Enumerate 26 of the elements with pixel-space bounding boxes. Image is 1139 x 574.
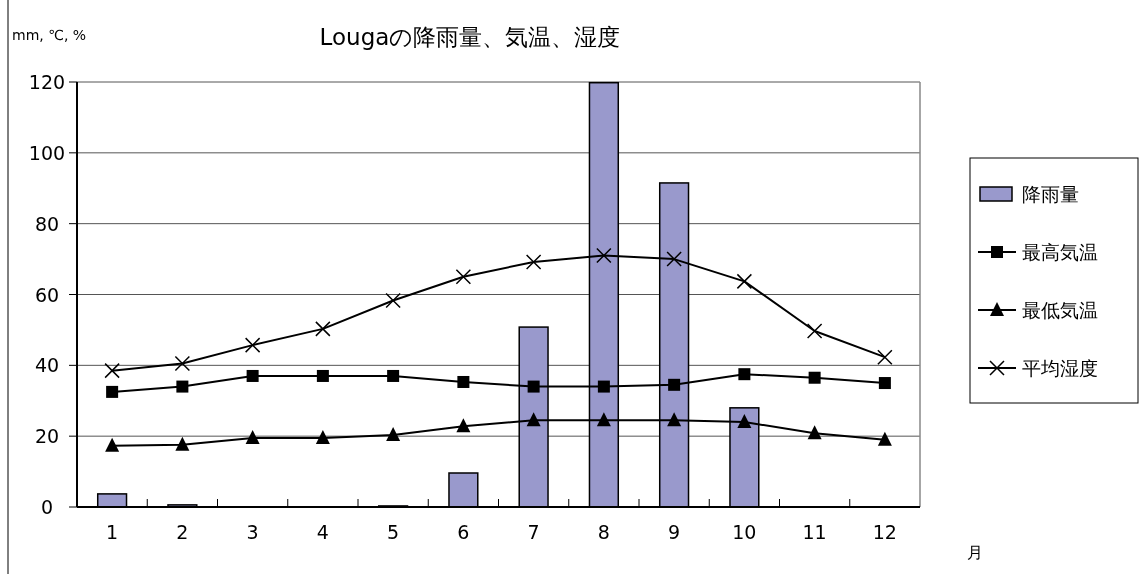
x-tick-label: 6 [457,521,470,543]
x-tick-label: 5 [387,521,400,543]
x-tick-label: 2 [176,521,189,543]
x-tick-label: 4 [316,521,329,543]
x-tick-label: 8 [597,521,610,543]
y-tick-label: 20 [34,425,60,448]
y-axis-title: mm, ℃, % [12,27,87,43]
y-tick-label: 120 [28,71,66,93]
x-tick-label: 3 [246,521,259,543]
x-tick-label: 1 [106,521,119,543]
y-tick-label: 100 [28,141,66,164]
x-tick-label: 11 [802,521,827,543]
x-tick-label: 10 [732,521,757,543]
legend-label: 最高気温 [1022,241,1098,263]
y-tick-label: 0 [40,496,54,518]
x-tick-label: 7 [527,521,540,543]
x-axis-title: 月 [967,543,983,562]
legend-label: 最低気温 [1022,299,1098,321]
y-tick-label: 40 [34,354,60,377]
chart-title: Lougaの降雨量、気温、湿度 [319,24,621,50]
y-tick-label: 60 [34,283,60,306]
x-tick-label: 9 [668,521,681,543]
legend-label: 降雨量 [1022,183,1079,205]
x-tick-label: 12 [872,521,897,543]
y-tick-label: 80 [34,212,60,235]
legend-label: 平均湿度 [1022,357,1098,379]
